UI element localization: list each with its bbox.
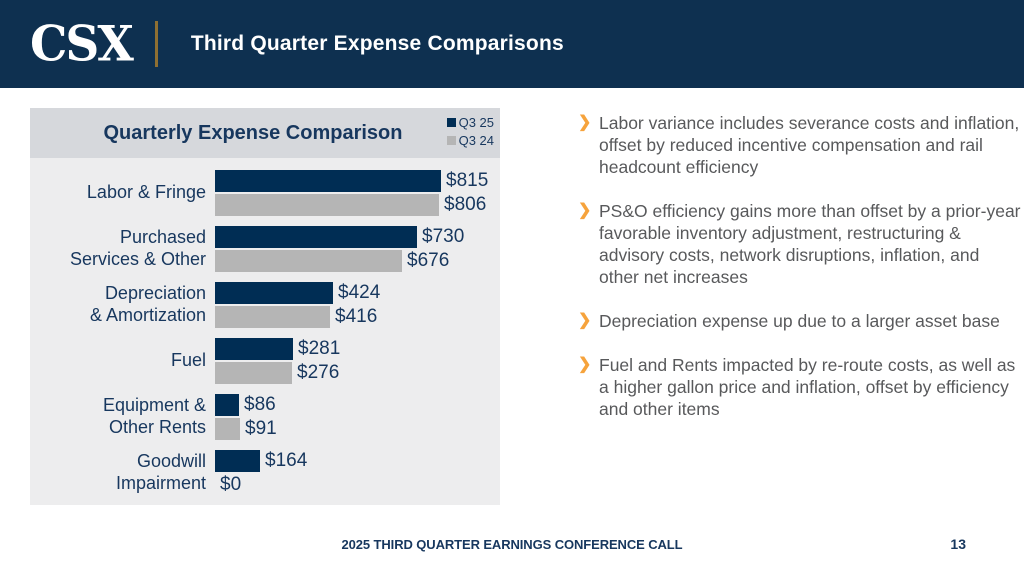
chevron-bullet-icon: ❯ — [578, 312, 592, 329]
chevron-bullet-icon: ❯ — [578, 114, 592, 131]
legend-item-q3-24: Q3 24 — [446, 132, 494, 149]
bar-value-q3-25: $281 — [298, 338, 341, 359]
legend-label-q3-24: Q3 24 — [458, 133, 494, 148]
bar-value-q3-24: $276 — [297, 362, 340, 383]
bar-q3-24 — [215, 306, 330, 328]
header-divider — [154, 21, 158, 67]
legend-swatch-q3-24-icon — [446, 136, 456, 145]
bar-group: $815 $806 — [215, 170, 500, 216]
chart-row: Depreciation & Amortization $424 $416 — [30, 282, 500, 328]
legend-label-q3-25: Q3 25 — [458, 115, 494, 130]
bar-q3-25 — [215, 170, 441, 192]
chart-row: Equipment & Other Rents $86 $91 — [30, 394, 500, 440]
chart-row: Fuel $281 $276 — [30, 338, 500, 384]
legend-swatch-q3-25-icon — [446, 118, 456, 127]
quarterly-expense-chart: Quarterly Expense Comparison Q3 25 Q3 24… — [30, 108, 500, 505]
category-label: Depreciation & Amortization — [89, 283, 206, 325]
bar-line-q3-25: $86 — [215, 394, 500, 416]
bar-value-q3-25: $424 — [338, 282, 381, 303]
category-label: Goodwill Impairment — [115, 451, 206, 493]
bar-value-q3-25: $815 — [446, 170, 489, 191]
category-label: Fuel — [170, 350, 206, 371]
bar-line-q3-25: $424 — [215, 282, 500, 304]
bar-group: $164 $0 — [215, 450, 500, 496]
bullet-item: ❯ Fuel and Rents impacted by re-route co… — [578, 354, 1024, 420]
chart-title: Quarterly Expense Comparison — [103, 121, 403, 144]
bar-line-q3-25: $730 — [215, 226, 500, 248]
bar-line-q3-24: $0 — [215, 474, 500, 496]
bullet-text: Depreciation expense up due to a larger … — [599, 311, 1000, 331]
chart-row: Purchased Services & Other $730 $676 — [30, 226, 500, 272]
category-label: Purchased Services & Other — [69, 227, 206, 269]
bullet-text: PS&O efficiency gains more than offset b… — [599, 201, 1021, 287]
bar-q3-24 — [215, 362, 292, 384]
bar-line-q3-24: $91 — [215, 418, 500, 440]
footer-title: 2025 THIRD QUARTER EARNINGS CONFERENCE C… — [341, 537, 683, 552]
bar-q3-24 — [215, 194, 439, 216]
bar-q3-24 — [215, 418, 240, 440]
bar-line-q3-25: $164 — [215, 450, 500, 472]
bar-group: $424 $416 — [215, 282, 500, 328]
bar-q3-25 — [215, 226, 417, 248]
header-bar: CSX Third Quarter Expense Comparisons — [0, 0, 1024, 88]
commentary-bullets: ❯ Labor variance includes severance cost… — [578, 112, 1024, 442]
chart-header: Quarterly Expense Comparison Q3 25 Q3 24 — [30, 108, 500, 158]
bar-q3-24 — [215, 250, 402, 272]
legend-item-q3-25: Q3 25 — [446, 114, 494, 131]
bar-line-q3-24: $806 — [215, 194, 500, 216]
bar-value-q3-25: $730 — [422, 226, 465, 247]
chevron-bullet-icon: ❯ — [578, 202, 592, 219]
bar-q3-25 — [215, 394, 239, 416]
bar-line-q3-24: $276 — [215, 362, 500, 384]
csx-logo: CSX — [30, 15, 134, 73]
slide-title: Third Quarter Expense Comparisons — [190, 32, 564, 55]
chart-legend: Q3 25 Q3 24 — [446, 114, 494, 149]
bar-value-q3-24: $676 — [407, 250, 450, 271]
bar-line-q3-25: $815 — [215, 170, 500, 192]
bar-value-q3-24: $416 — [335, 306, 378, 327]
category-label: Labor & Fringe — [86, 182, 206, 203]
bar-line-q3-25: $281 — [215, 338, 500, 360]
bar-value-q3-24: $806 — [444, 194, 487, 215]
bar-value-q3-25: $164 — [265, 450, 308, 471]
bar-line-q3-24: $676 — [215, 250, 500, 272]
bar-value-q3-24: $0 — [220, 474, 242, 495]
bullet-item: ❯ Depreciation expense up due to a large… — [578, 310, 1024, 332]
bar-q3-25 — [215, 282, 333, 304]
category-label: Equipment & Other Rents — [102, 395, 206, 437]
chart-plot-area: Labor & Fringe $815 $806 Purchased Servi… — [30, 158, 500, 496]
bar-value-q3-24: $91 — [245, 418, 277, 439]
page-number: 13 — [950, 536, 966, 552]
bar-line-q3-24: $416 — [215, 306, 500, 328]
chart-row: Labor & Fringe $815 $806 — [30, 170, 500, 216]
bullet-item: ❯ Labor variance includes severance cost… — [578, 112, 1024, 178]
bullet-item: ❯ PS&O efficiency gains more than offset… — [578, 200, 1024, 288]
chart-row: Goodwill Impairment $164 $0 — [30, 450, 500, 496]
bar-q3-25 — [215, 338, 293, 360]
bar-group: $86 $91 — [215, 394, 500, 440]
bar-group: $281 $276 — [215, 338, 500, 384]
chevron-bullet-icon: ❯ — [578, 356, 592, 373]
bar-group: $730 $676 — [215, 226, 500, 272]
bullet-text: Labor variance includes severance costs … — [599, 113, 1020, 177]
bullet-text: Fuel and Rents impacted by re-route cost… — [599, 355, 1016, 419]
bar-value-q3-25: $86 — [244, 394, 276, 415]
bar-q3-25 — [215, 450, 260, 472]
